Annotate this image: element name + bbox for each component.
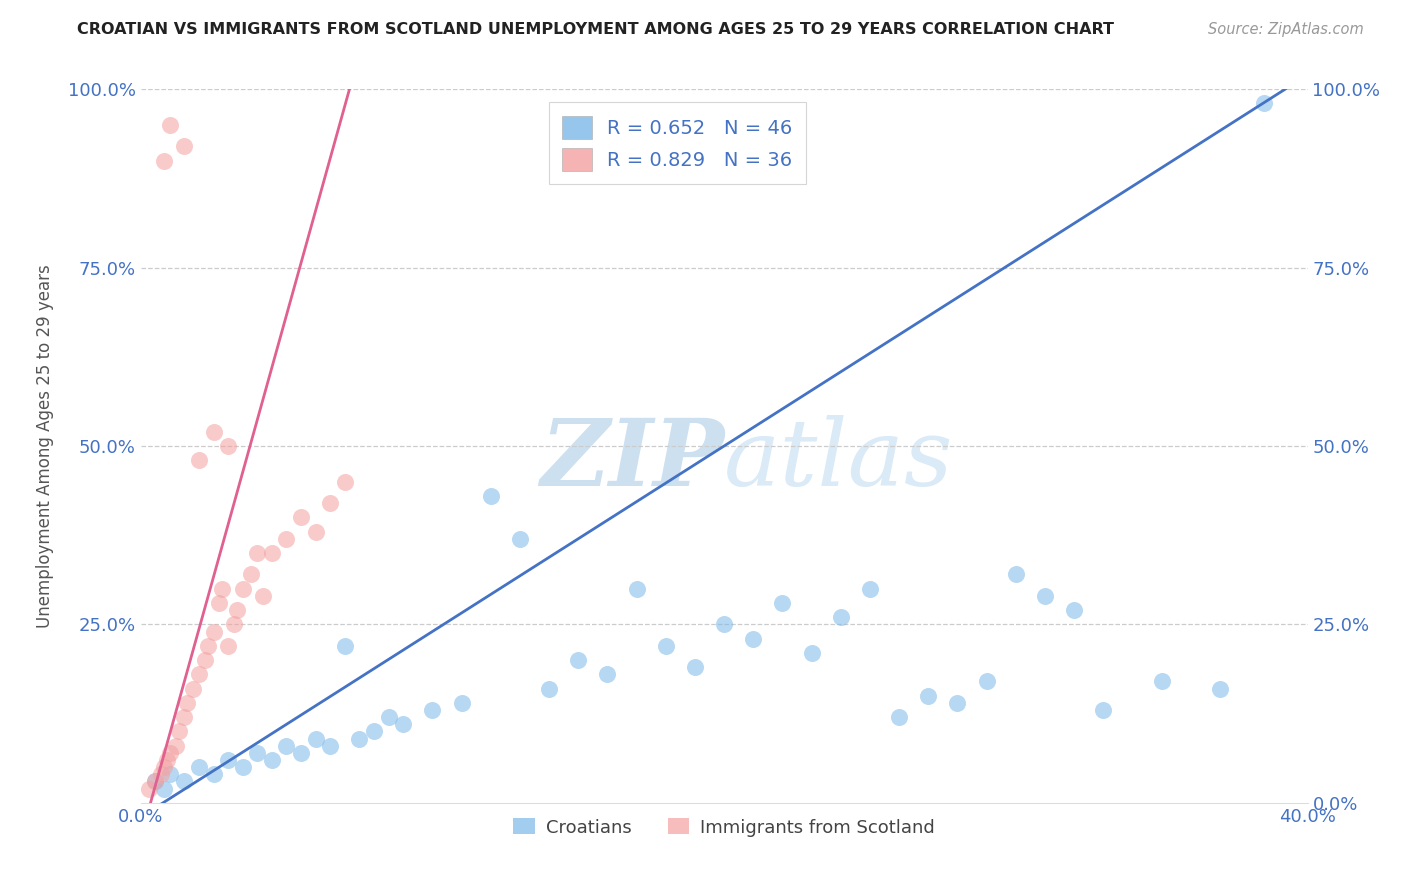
Point: [246, 546, 269, 560]
Point: [202, 767, 225, 781]
Point: [188, 453, 211, 467]
Text: CROATIAN VS IMMIGRANTS FROM SCOTLAND UNEMPLOYMENT AMONG AGES 25 TO 29 YEARS CORR: CROATIAN VS IMMIGRANTS FROM SCOTLAND UNE…: [77, 22, 1115, 37]
Point: [217, 439, 239, 453]
Point: [509, 532, 531, 546]
Point: [333, 639, 356, 653]
Point: [276, 532, 298, 546]
Point: [217, 639, 239, 653]
Point: [153, 153, 176, 168]
Point: [217, 753, 239, 767]
Text: ZIP: ZIP: [540, 416, 724, 505]
Point: [655, 639, 678, 653]
Point: [276, 739, 298, 753]
Point: [202, 624, 225, 639]
Point: [290, 746, 312, 760]
Point: [889, 710, 911, 724]
Point: [1092, 703, 1115, 717]
Y-axis label: Unemployment Among Ages 25 to 29 years: Unemployment Among Ages 25 to 29 years: [35, 264, 53, 628]
Legend: Croatians, Immigrants from Scotland: Croatians, Immigrants from Scotland: [506, 811, 942, 844]
Point: [188, 667, 211, 681]
Point: [156, 753, 179, 767]
Point: [143, 774, 166, 789]
Point: [742, 632, 765, 646]
Point: [1209, 681, 1232, 696]
Point: [713, 617, 735, 632]
Point: [159, 118, 181, 132]
Point: [232, 760, 254, 774]
Point: [800, 646, 823, 660]
Point: [173, 774, 195, 789]
Point: [319, 496, 342, 510]
Point: [859, 582, 882, 596]
Point: [167, 724, 190, 739]
Point: [246, 746, 269, 760]
Point: [596, 667, 619, 681]
Point: [305, 731, 328, 746]
Point: [153, 781, 176, 796]
Point: [450, 696, 472, 710]
Point: [333, 475, 356, 489]
Point: [194, 653, 217, 667]
Point: [159, 767, 181, 781]
Point: [143, 774, 166, 789]
Point: [479, 489, 502, 503]
Point: [363, 724, 385, 739]
Point: [305, 524, 328, 539]
Point: [1033, 589, 1056, 603]
Point: [208, 596, 231, 610]
Point: [240, 567, 263, 582]
Point: [173, 710, 195, 724]
Point: [202, 425, 225, 439]
Point: [1063, 603, 1085, 617]
Point: [197, 639, 219, 653]
Point: [165, 739, 187, 753]
Point: [377, 710, 399, 724]
Point: [290, 510, 312, 524]
Point: [138, 781, 160, 796]
Point: [946, 696, 969, 710]
Point: [1005, 567, 1028, 582]
Point: [173, 139, 195, 153]
Point: [422, 703, 444, 717]
Point: [976, 674, 998, 689]
Point: [211, 582, 233, 596]
Point: [188, 760, 211, 774]
Point: [181, 681, 204, 696]
Point: [319, 739, 342, 753]
Text: Source: ZipAtlas.com: Source: ZipAtlas.com: [1208, 22, 1364, 37]
Point: [252, 589, 274, 603]
Point: [917, 689, 939, 703]
Point: [538, 681, 561, 696]
Point: [225, 603, 247, 617]
Point: [159, 746, 181, 760]
Point: [683, 660, 706, 674]
Point: [150, 767, 173, 781]
Point: [349, 731, 371, 746]
Point: [1150, 674, 1173, 689]
Point: [232, 582, 254, 596]
Point: [626, 582, 648, 596]
Point: [392, 717, 415, 731]
Point: [772, 596, 794, 610]
Point: [567, 653, 589, 667]
Point: [1253, 96, 1275, 111]
Point: [153, 760, 176, 774]
Point: [830, 610, 852, 624]
Text: atlas: atlas: [724, 416, 953, 505]
Point: [260, 546, 283, 560]
Point: [222, 617, 245, 632]
Point: [260, 753, 283, 767]
Point: [176, 696, 198, 710]
